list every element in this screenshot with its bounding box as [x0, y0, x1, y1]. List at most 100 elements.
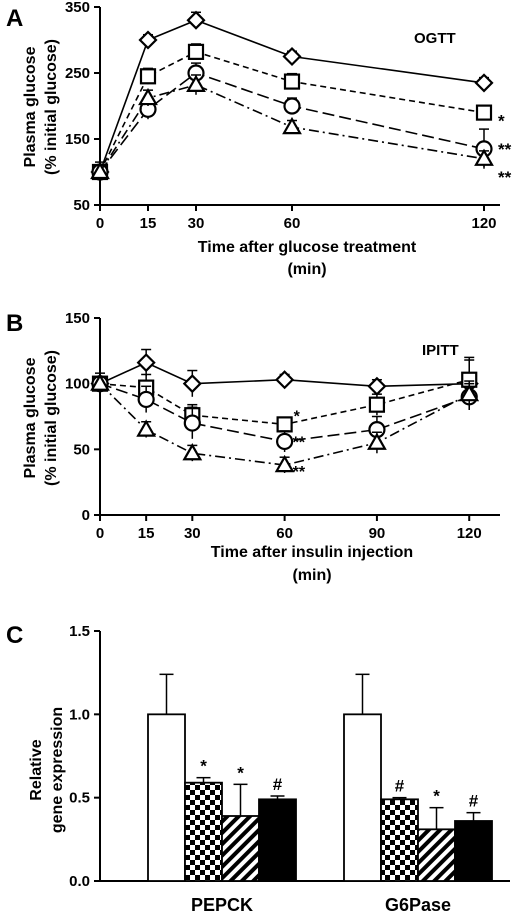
- panel-b-point-circle: [137, 390, 155, 409]
- panel-a-significance-label: **: [498, 168, 512, 187]
- panel-a-letter: A: [6, 5, 23, 32]
- panel-a-point-triangle: [90, 161, 110, 180]
- panel-a-xlabel-unit: (min): [287, 261, 326, 278]
- panel-b-point-circle: [183, 414, 201, 432]
- panel-c-bar-checker: [380, 798, 419, 882]
- panel-b-point-triangle: [182, 443, 203, 461]
- panel-a-point-square: [187, 43, 205, 60]
- panel-b-significance-label: **: [293, 434, 306, 451]
- panel-b-point-diamond: [182, 374, 202, 394]
- panel-a: A OGTT Plasma glucose (% initial glucose…: [6, 0, 512, 278]
- panel-a-x-tick-label: 15: [140, 215, 157, 232]
- panel-a-point-triangle: [138, 87, 158, 106]
- panel-b-point-circle: [276, 432, 294, 451]
- panel-a-y-tick-label: 150: [65, 131, 90, 148]
- panel-a-point-diamond: [138, 30, 158, 50]
- panel-a-significance-label: **: [498, 140, 512, 159]
- panel-a-x-tick-label: 30: [188, 215, 205, 232]
- panel-c-bar-checker: [184, 781, 223, 882]
- panel-a-y-tick-label: 250: [65, 65, 90, 82]
- panel-a-point-circle: [283, 97, 301, 115]
- panel-a-point-triangle: [186, 74, 206, 92]
- panel-c: C Relative gene expression 0.0 0.5 1.0 1.5 *…: [6, 622, 510, 915]
- panel-b-series-diamond-line: [99, 361, 470, 388]
- panel-c-bar-hatch: [417, 828, 456, 882]
- panel-b-x-tick-label: 30: [184, 525, 201, 542]
- panel-b-point-square: [368, 396, 386, 413]
- panel-c-bar-white: [343, 713, 382, 882]
- panel-c-significance-label: *: [237, 763, 244, 782]
- panel-c-letter: C: [6, 622, 23, 649]
- panel-b-point-triangle: [367, 432, 387, 450]
- panel-b-ylabel-sub: (% initial glucose): [43, 350, 60, 486]
- panel-b-y-tick-label: 0: [82, 507, 90, 524]
- panel-c-y-tick-label: 1.0: [69, 706, 90, 723]
- panel-b-series-triangle-line: [99, 383, 470, 466]
- panel-c-y-tick-label: 1.5: [69, 623, 90, 640]
- panel-b-x-tick-label: 120: [457, 525, 482, 542]
- panel-b-x-tick-label: 90: [369, 525, 386, 542]
- panel-b: B IPITT Plasma glucose (% initial glucos…: [6, 310, 500, 584]
- panel-c-bar-black: [258, 798, 297, 882]
- panel-a-x-tick-label: 0: [96, 215, 104, 232]
- panel-b-ylabel: Plasma glucose: [22, 357, 39, 478]
- panel-a-title: OGTT: [414, 30, 456, 47]
- panel-a-x-tick-label: 60: [284, 215, 301, 232]
- panel-a-point-square: [139, 68, 157, 85]
- panel-b-x-tick-label: 15: [138, 525, 155, 542]
- panel-b-point-diamond: [367, 376, 387, 396]
- panel-c-y-tick-label: 0.5: [69, 790, 90, 807]
- panel-c-significance-label: *: [433, 787, 440, 806]
- panel-b-point-triangle: [274, 454, 295, 473]
- panel-b-y-tick-label: 150: [65, 310, 90, 327]
- panel-a-point-triangle: [474, 148, 494, 166]
- panel-b-y-tick-label: 100: [65, 376, 90, 393]
- panel-c-significance-label: #: [273, 775, 283, 794]
- panel-b-point-triangle: [90, 373, 110, 391]
- panel-b-title: IPITT: [422, 342, 459, 359]
- panel-b-x-tick-label: 0: [96, 525, 104, 542]
- panel-c-bar-white: [147, 713, 186, 882]
- panel-c-category-label: G6Pase: [385, 895, 451, 915]
- panel-c-plot: 0.0 0.5 1.0 1.5 * * # PEPCK # * # G6Pase: [69, 623, 510, 915]
- panel-b-point-triangle: [459, 383, 480, 402]
- panel-b-series-square-line: [99, 378, 470, 426]
- panel-a-ylabel-sub: (% initial glucose): [43, 39, 60, 175]
- panel-b-point-diamond: [136, 353, 156, 373]
- panel-a-point-diamond: [474, 73, 494, 93]
- panel-b-xlabel: Time after insulin injection: [211, 544, 413, 561]
- panel-b-point-triangle: [136, 419, 157, 437]
- panel-a-series-triangle-line: [99, 84, 485, 173]
- panel-a-point-triangle: [282, 116, 302, 135]
- panel-b-letter: B: [6, 310, 23, 337]
- panel-c-significance-label: #: [395, 777, 405, 796]
- panel-b-x-tick-label: 60: [276, 525, 293, 542]
- panel-a-significance-label: *: [498, 112, 505, 131]
- panel-a-y-tick-label: 350: [65, 0, 90, 16]
- panel-c-significance-label: #: [469, 792, 479, 811]
- panel-c-significance-label: *: [200, 757, 207, 776]
- panel-a-x-tick-label: 120: [471, 215, 496, 232]
- panel-c-bar-hatch: [221, 815, 260, 882]
- panel-b-y-tick-label: 50: [73, 441, 90, 458]
- panel-a-point-square: [283, 73, 301, 90]
- panel-a-point-square: [475, 104, 493, 121]
- panel-c-ylabel-sub: gene expression: [49, 707, 66, 833]
- panel-c-category-label: PEPCK: [191, 895, 253, 915]
- panel-c-bar-black: [454, 820, 493, 882]
- panel-a-y-tick-label: 50: [73, 197, 90, 214]
- panel-a-point-diamond: [186, 10, 206, 30]
- panel-b-significance-label: *: [294, 408, 301, 425]
- panel-a-ylabel: Plasma glucose: [22, 46, 39, 167]
- panel-b-point-diamond: [275, 370, 295, 390]
- panel-a-point-diamond: [282, 46, 302, 67]
- panel-c-y-tick-label: 0.0: [69, 873, 90, 890]
- panel-b-xlabel-unit: (min): [292, 567, 331, 584]
- panel-c-ylabel: Relative: [28, 739, 45, 800]
- panel-a-xlabel: Time after glucose treatment: [198, 239, 417, 256]
- panel-b-point-square: [276, 416, 293, 433]
- panel-b-significance-label: **: [293, 464, 306, 481]
